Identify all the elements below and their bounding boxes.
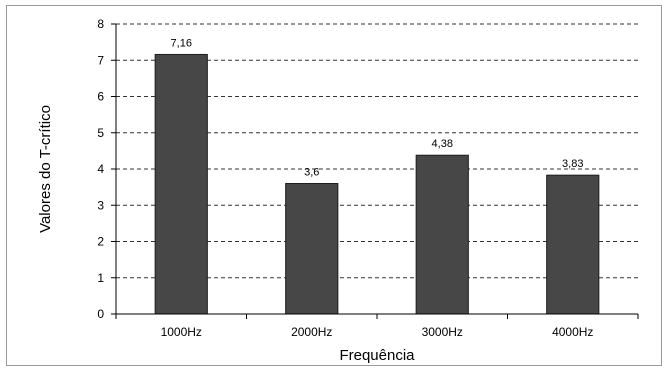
bar-4000Hz xyxy=(546,174,600,315)
data-label: 7,16 xyxy=(171,37,192,49)
y-ticks: 0 1 2 3 4 5 6 7 8 xyxy=(97,17,116,321)
y-tick-label: 6 xyxy=(97,90,104,104)
bar-3000Hz xyxy=(415,154,469,315)
x-tick-label: 2000Hz xyxy=(291,325,332,339)
y-tick-label: 1 xyxy=(97,271,104,285)
y-tick-label: 4 xyxy=(97,162,104,176)
bars xyxy=(154,53,600,315)
data-label: 4,38 xyxy=(432,138,453,150)
y-tick-label: 0 xyxy=(97,307,104,321)
data-label: 3,6 xyxy=(304,167,319,179)
y-tick-label: 7 xyxy=(97,53,104,67)
bar-1000Hz xyxy=(154,53,208,315)
x-tick-label: 1000Hz xyxy=(161,325,202,339)
x-axis-title: Frequência xyxy=(339,347,415,364)
x-tick-label: 4000Hz xyxy=(552,325,593,339)
data-label: 3,83 xyxy=(562,158,583,170)
bar-2000Hz xyxy=(285,183,339,315)
y-tick-label: 3 xyxy=(97,198,104,212)
y-tick-label: 8 xyxy=(97,17,104,31)
y-axis-title: Valores do T-crítico xyxy=(37,105,54,233)
y-tick-label: 2 xyxy=(97,235,104,249)
x-tick-label: 3000Hz xyxy=(422,325,463,339)
data-labels: 7,16 3,6 4,38 3,83 xyxy=(171,37,584,178)
y-tick-label: 5 xyxy=(97,126,104,140)
x-ticks: 1000Hz 2000Hz 3000Hz 4000Hz xyxy=(115,314,639,339)
